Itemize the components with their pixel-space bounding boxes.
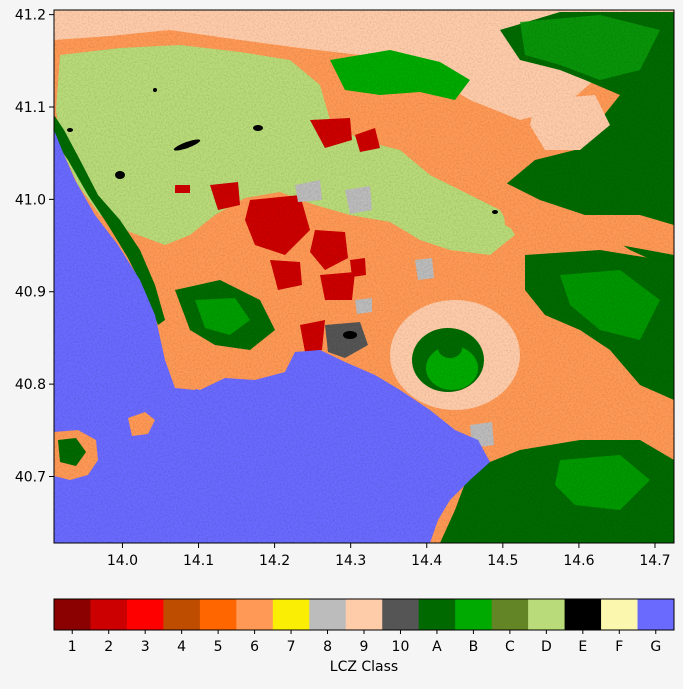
colorbar-label: D <box>541 639 552 655</box>
colorbar-swatch <box>491 599 529 630</box>
colorbar-swatch <box>126 599 164 630</box>
x-tick-label: 14.2 <box>259 553 290 569</box>
x-axis: 14.0 14.1 14.2 14.3 14.4 14.5 14.6 14.7 <box>107 543 671 569</box>
x-tick-label: 14.7 <box>639 553 670 569</box>
colorbar-label: 7 <box>287 639 296 655</box>
colorbar-swatch <box>345 599 383 630</box>
y-tick-label: 41.1 <box>15 100 46 116</box>
colorbar-swatch <box>163 599 201 630</box>
colorbar-label: F <box>615 639 623 655</box>
colorbar-swatch <box>382 599 420 630</box>
colorbar-swatch <box>455 599 493 630</box>
colorbar-label: 1 <box>68 639 77 655</box>
colorbar-label: 5 <box>214 639 223 655</box>
colorbar-label: G <box>650 639 661 655</box>
y-tick-label: 41.2 <box>15 8 46 24</box>
colorbar-swatch <box>528 599 566 630</box>
x-tick-label: 14.3 <box>335 553 366 569</box>
x-tick-label: 14.4 <box>411 553 442 569</box>
y-axis: 41.2 41.1 41.0 40.9 40.8 40.7 <box>15 8 54 485</box>
colorbar-swatch <box>272 599 310 630</box>
colorbar-swatch <box>418 599 456 630</box>
x-tick-label: 14.1 <box>183 553 214 569</box>
colorbar-label: 10 <box>392 639 410 655</box>
colorbar-label: 6 <box>250 639 259 655</box>
colorbar-swatch <box>637 599 675 630</box>
colorbar-label: 9 <box>360 639 369 655</box>
colorbar-label: 2 <box>104 639 113 655</box>
colorbar-swatch <box>309 599 347 630</box>
colorbar-label: 4 <box>177 639 186 655</box>
colorbar-swatch <box>236 599 274 630</box>
map-frame <box>53 9 675 544</box>
x-tick-label: 14.6 <box>563 553 594 569</box>
colorbar-swatch <box>199 599 237 630</box>
lcz-map <box>54 10 674 543</box>
colorbar-frame <box>53 598 675 631</box>
colorbar-swatch <box>90 599 128 630</box>
colorbar-title: LCZ Class <box>330 659 398 675</box>
y-tick-label: 40.7 <box>15 469 46 485</box>
x-tick-label: 14.0 <box>107 553 138 569</box>
y-tick-label: 40.8 <box>15 377 46 393</box>
colorbar-label: 3 <box>141 639 150 655</box>
raster-grain <box>54 10 674 543</box>
y-tick-label: 40.9 <box>15 285 46 301</box>
colorbar-swatch <box>54 599 91 630</box>
colorbar-swatch <box>601 599 639 630</box>
colorbar-label: E <box>578 639 587 655</box>
colorbar-label: C <box>505 639 515 655</box>
colorbar-label: B <box>469 639 479 655</box>
colorbar-label: 8 <box>323 639 332 655</box>
colorbar-label: A <box>432 639 442 655</box>
lcz-colorbar: 1 2 3 4 5 6 7 8 9 10 A B C D E F G <box>54 599 675 655</box>
colorbar-swatch <box>564 599 602 630</box>
y-tick-label: 41.0 <box>15 192 46 208</box>
x-tick-label: 14.5 <box>487 553 518 569</box>
